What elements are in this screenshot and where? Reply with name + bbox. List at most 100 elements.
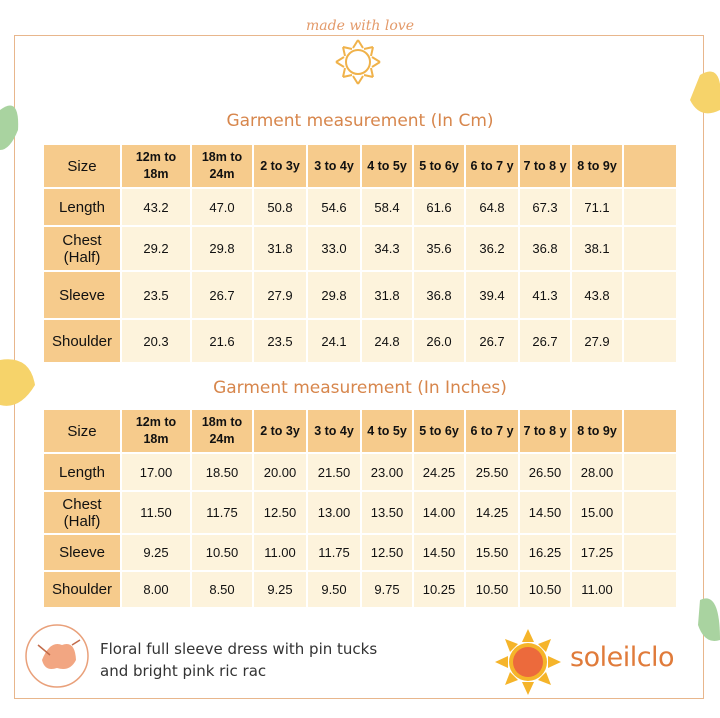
description-line: Floral full sleeve dress with pin tucks — [100, 640, 378, 658]
row-label: Shoulder — [42, 318, 122, 364]
description: Floral full sleeve dress with pin tucks … — [100, 638, 377, 682]
cell: 23.5 — [120, 270, 192, 320]
cell: 9.50 — [306, 570, 362, 609]
cell: 9.25 — [120, 533, 192, 572]
cell: 24.25 — [412, 452, 466, 492]
cell: 27.9 — [252, 270, 308, 320]
cell: 33.0 — [306, 225, 362, 272]
cell: 41.3 — [518, 270, 572, 320]
cell: 54.6 — [306, 187, 362, 227]
header-cell: 2 to 3y — [252, 143, 308, 189]
header-cell: 8 to 9y — [570, 143, 624, 189]
cell: 67.3 — [518, 187, 572, 227]
header-cell: 5 to 6y — [412, 408, 466, 454]
cell: 21.6 — [190, 318, 254, 364]
leaf — [698, 598, 720, 641]
cell: 15.50 — [464, 533, 520, 572]
cell: 8.50 — [190, 570, 254, 609]
cell: 36.8 — [518, 225, 572, 272]
cell — [622, 570, 678, 609]
cell — [622, 270, 678, 320]
table-title: Garment measurement (In Cm) — [226, 111, 494, 131]
cell: 15.00 — [570, 490, 624, 535]
header-cell: Size — [42, 143, 122, 189]
cell: 71.1 — [570, 187, 624, 227]
cell: 16.25 — [518, 533, 572, 572]
cell: 43.8 — [570, 270, 624, 320]
cell: 36.8 — [412, 270, 466, 320]
description-line: and bright pink ric rac — [100, 662, 267, 680]
cell: 14.50 — [518, 490, 572, 535]
sun-logo — [495, 629, 561, 695]
cell: 13.50 — [360, 490, 414, 535]
header-cell: 12m to 18m — [120, 143, 192, 189]
cell: 35.6 — [412, 225, 466, 272]
cell: 25.50 — [464, 452, 520, 492]
row-label: Length — [42, 452, 122, 492]
row-label: Length — [42, 187, 122, 227]
cell: 11.75 — [306, 533, 362, 572]
cell: 23.5 — [252, 318, 308, 364]
brand: soleilclo — [570, 642, 675, 673]
header-row: Size 12m to 18m 18m to 24m 2 to 3y 3 to 4y 4 … — [42, 143, 678, 189]
cell: 31.8 — [252, 225, 308, 272]
cell: 11.00 — [570, 570, 624, 609]
cell: 10.50 — [190, 533, 254, 572]
leaf — [690, 71, 720, 114]
cell: 29.8 — [190, 225, 254, 272]
cell: 28.00 — [570, 452, 624, 492]
dress-icon — [25, 624, 89, 688]
header-cell: 8 to 9y — [570, 408, 624, 454]
table-title: Garment measurement (In Inches) — [213, 378, 507, 398]
cell: 43.2 — [120, 187, 192, 227]
row: Shoulder 8.00 8.50 9.25 9.50 9.75 10.25 10.50 10… — [42, 570, 678, 609]
cell: 31.8 — [360, 270, 414, 320]
leaf — [0, 105, 19, 150]
cell: 39.4 — [464, 270, 520, 320]
header-cell: 2 to 3y — [252, 408, 308, 454]
leaf — [0, 359, 35, 406]
header-cell: 18m to 24m — [190, 143, 254, 189]
header-cell: 7 to 8 y — [518, 143, 572, 189]
cell — [622, 490, 678, 535]
cell: 11.50 — [120, 490, 192, 535]
row: Sleeve 9.25 10.50 11.00 11.75 12.50 14.50 15.50… — [42, 533, 678, 572]
header-cell: 6 to 7 y — [464, 408, 520, 454]
row: Shoulder 20.3 21.6 23.5 24.1 24.8 26.0 26.7 26.7… — [42, 318, 678, 364]
row: Chest (Half) 29.2 29.8 31.8 33.0 34.3 35.6 36.2… — [42, 225, 678, 272]
header-cell: Size — [42, 408, 122, 454]
measurement-table: Size 12m to 18m 18m to 24m 2 to 3y 3 to 4y 4 … — [42, 408, 678, 609]
cell: 14.00 — [412, 490, 466, 535]
cell: 50.8 — [252, 187, 308, 227]
cell: 12.50 — [360, 533, 414, 572]
logo-text: made with love — [300, 18, 420, 34]
cell: 14.50 — [412, 533, 466, 572]
cell: 23.00 — [360, 452, 414, 492]
cell: 20.3 — [120, 318, 192, 364]
cell: 26.0 — [412, 318, 466, 364]
row-label: Chest (Half) — [42, 225, 122, 272]
sun-logo-top — [335, 39, 381, 85]
cell: 17.00 — [120, 452, 192, 492]
cell: 10.25 — [412, 570, 466, 609]
cell: 64.8 — [464, 187, 520, 227]
cell: 26.7 — [190, 270, 254, 320]
cell: 36.2 — [464, 225, 520, 272]
row: Chest (Half) 11.50 11.75 12.50 13.00 13.50 14.… — [42, 490, 678, 535]
header-cell: 4 to 5y — [360, 143, 414, 189]
header-row: Size 12m to 18m 18m to 24m 2 to 3y 3 to 4y 4 … — [42, 408, 678, 454]
cell: 11.75 — [190, 490, 254, 535]
header-cell — [622, 408, 678, 454]
cell: 21.50 — [306, 452, 362, 492]
header-cell: 7 to 8 y — [518, 408, 572, 454]
cell: 17.25 — [570, 533, 624, 572]
cell: 29.2 — [120, 225, 192, 272]
header-cell — [622, 143, 678, 189]
cell: 8.00 — [120, 570, 192, 609]
header-cell: 3 to 4y — [306, 408, 362, 454]
header-cell: 18m to 24m — [190, 408, 254, 454]
cell: 26.7 — [518, 318, 572, 364]
header-cell: 5 to 6y — [412, 143, 466, 189]
cell: 10.50 — [464, 570, 520, 609]
